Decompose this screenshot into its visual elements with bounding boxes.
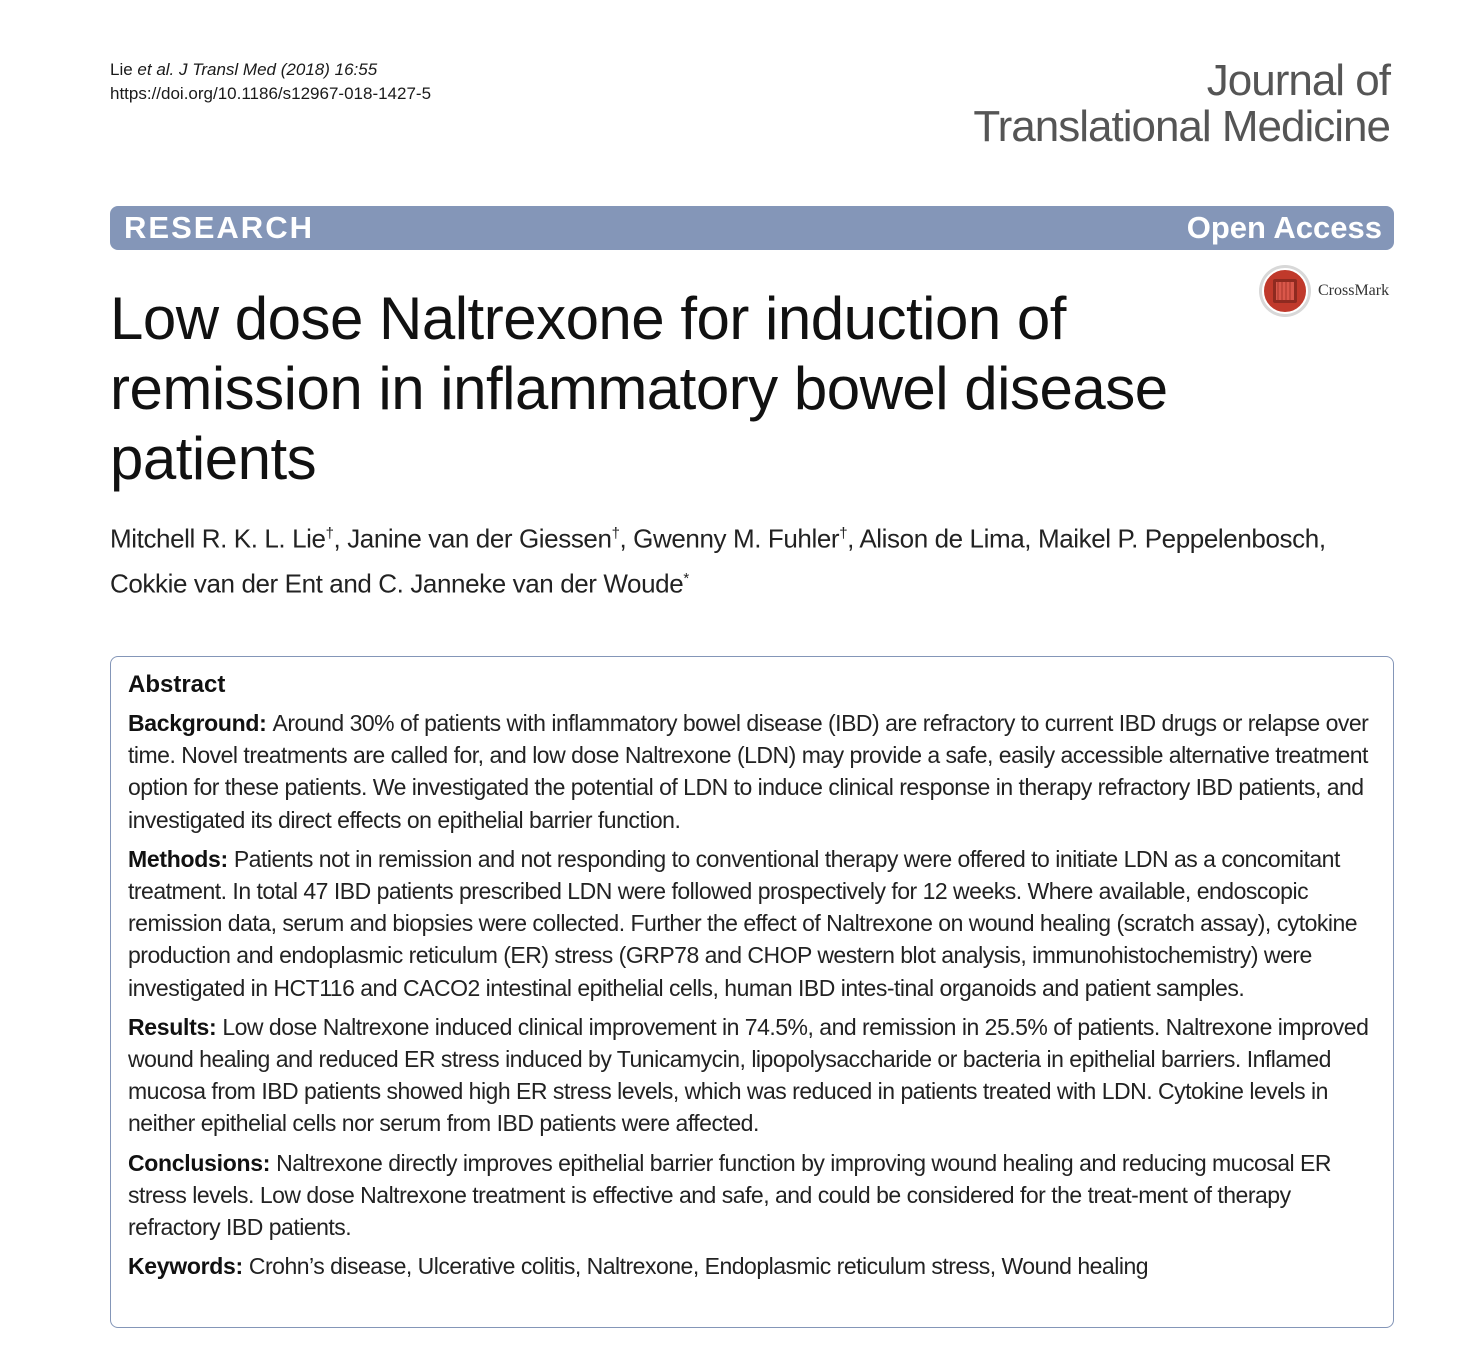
section-text: Crohn’s disease, Ulcerative colitis, Nal… <box>248 1253 1149 1280</box>
section-text: Around 30% of patients with inflammatory… <box>128 710 1369 833</box>
crossmark-badge[interactable]: CrossMark <box>1258 264 1389 318</box>
abstract-results: Results: Low dose Naltrexone induced clin… <box>128 1011 1375 1140</box>
journal-logo: Journal of Translational Medicine <box>973 56 1391 151</box>
citation-year-volume: (2018) 16:55 <box>280 60 378 79</box>
section-label: Methods: <box>128 845 228 872</box>
abstract-box: Abstract Background: Around 30% of patien… <box>110 656 1394 1328</box>
author-name: C. Janneke van der Woude <box>378 568 684 599</box>
author-name: Gwenny M. Fuhler <box>633 523 840 554</box>
author-line-2: Cokkie van der Ent and C. Janneke van de… <box>110 559 1370 604</box>
citation-author: Lie <box>110 60 133 79</box>
author-name: Janine van der Giessen <box>347 523 612 554</box>
author-separator: , <box>619 523 634 554</box>
author-mark: † <box>325 525 334 542</box>
author-separator: , <box>333 523 348 554</box>
article-title: Low dose Naltrexone for induction of rem… <box>110 285 1168 492</box>
crossmark-icon <box>1259 265 1311 317</box>
abstract-conclusions: Conclusions: Naltrexone directly improves… <box>128 1147 1375 1244</box>
citation-etal: et al. <box>137 60 175 79</box>
author-separator: , <box>1318 523 1326 554</box>
crossmark-label: CrossMark <box>1318 282 1390 299</box>
open-access-label: Open Access <box>1186 210 1382 245</box>
author-mark: † <box>611 525 620 542</box>
section-text: Patients not in remission and not respon… <box>128 845 1358 1001</box>
author-mark: † <box>839 525 848 542</box>
citation-line: Lie et al. J Transl Med (2018) 16:55 <box>110 58 431 82</box>
citation-header: Lie et al. J Transl Med (2018) 16:55 htt… <box>110 58 431 106</box>
section-label: Keywords: <box>128 1253 243 1280</box>
author-separator: , <box>1024 523 1038 554</box>
author-list: Mitchell R. K. L. Lie†, Janine van der G… <box>110 514 1370 603</box>
abstract-keywords: Keywords: Crohn’s disease, Ulcerative col… <box>128 1250 1375 1282</box>
author-separator: and <box>322 568 379 599</box>
author-name: Cokkie van der Ent <box>110 568 323 599</box>
citation-journal: J Transl Med <box>179 60 277 79</box>
section-text: Low dose Naltrexone induced clinical imp… <box>128 1013 1369 1137</box>
article-type-banner: RESEARCH Open Access <box>110 206 1394 250</box>
author-name: Maikel P. Peppelenbosch <box>1037 523 1319 554</box>
abstract-methods: Methods: Patients not in remission and no… <box>128 843 1375 1004</box>
journal-name-line1: Journal of <box>1206 56 1391 105</box>
abstract-background: Background: Around 30% of patients with i… <box>128 707 1375 836</box>
author-separator: , <box>847 523 860 554</box>
article-type-label: RESEARCH <box>124 210 314 245</box>
author-name: Alison de Lima <box>859 523 1025 554</box>
section-label: Results: <box>128 1013 217 1040</box>
journal-name-line2: Translational Medicine <box>973 102 1391 151</box>
author-name: Mitchell R. K. L. Lie <box>110 523 326 554</box>
author-line-1: Mitchell R. K. L. Lie†, Janine van der G… <box>110 514 1370 559</box>
section-label: Conclusions: <box>128 1149 271 1176</box>
abstract-heading: Abstract <box>128 671 226 698</box>
author-mark: * <box>683 569 689 587</box>
doi-link[interactable]: https://doi.org/10.1186/s12967-018-1427-… <box>110 84 432 103</box>
section-text: Naltrexone directly improves epithelial … <box>128 1149 1331 1241</box>
section-label: Background: <box>128 710 267 736</box>
